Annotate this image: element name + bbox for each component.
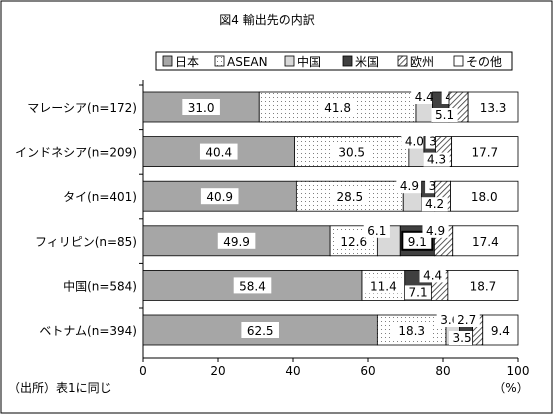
legend: 日本 ASEAN 中国 米国 欧州 その他 xyxy=(155,51,513,71)
x-tick-label: 60 xyxy=(360,364,375,378)
data-label: 18.0 xyxy=(471,190,498,204)
data-label: 31.0 xyxy=(188,101,215,115)
data-label: 18.7 xyxy=(470,279,497,293)
category-label: ベトナム(n=394) xyxy=(39,324,137,338)
data-label: 4.4 xyxy=(423,268,442,282)
data-label: 62.5 xyxy=(247,324,274,338)
legend-swatch-china xyxy=(284,55,295,67)
legend-swatch-japan xyxy=(162,55,173,67)
data-label-bg xyxy=(363,223,390,238)
legend-label: ASEAN xyxy=(227,55,268,69)
data-label-bg xyxy=(233,277,272,294)
legend-label: その他 xyxy=(466,55,502,69)
data-label-bg xyxy=(422,223,449,238)
data-label: 58.4 xyxy=(239,279,266,293)
category-label: 中国(n=584) xyxy=(63,278,137,293)
data-label-bg xyxy=(200,188,239,205)
legend-box xyxy=(155,51,513,71)
data-label: 40.4 xyxy=(205,146,232,160)
data-label-bg xyxy=(331,188,369,205)
data-label: 11.4 xyxy=(370,279,397,293)
category-label: マレーシア(n=172) xyxy=(27,101,137,115)
legend-label: 日本 xyxy=(175,55,199,69)
legend-swatch-europe xyxy=(397,55,408,67)
data-label-bg xyxy=(448,331,476,345)
data-label: 18.3 xyxy=(398,324,425,338)
data-label-bg xyxy=(396,179,423,194)
chart-title: 図4 輸出先の内訳 xyxy=(219,12,314,27)
data-label-bg xyxy=(392,322,431,338)
data-label-bg xyxy=(199,143,238,160)
x-tick-label: 0 xyxy=(139,364,147,378)
data-label: 9.1 xyxy=(408,235,427,249)
data-label: 4.2 xyxy=(425,197,444,211)
data-label: 4.9 xyxy=(400,179,419,193)
data-label-bg xyxy=(423,152,450,167)
x-tick-label: 100 xyxy=(507,364,530,378)
data-label: 6.1 xyxy=(367,224,386,238)
data-label: 9.4 xyxy=(491,324,510,338)
data-label-bg xyxy=(453,313,480,327)
data-label-bg xyxy=(431,108,458,122)
data-label: 12.6 xyxy=(340,235,367,249)
data-label: 17.7 xyxy=(471,146,498,160)
legend-swatch-asean xyxy=(214,55,225,67)
data-label-bg xyxy=(182,99,220,115)
category-label: インドネシア(n=209) xyxy=(15,146,137,160)
legend-swatch-other xyxy=(453,55,464,67)
bar-segment-other xyxy=(451,136,519,168)
data-label: 13.3 xyxy=(480,101,507,115)
data-label: 4.4 xyxy=(415,90,434,104)
data-label-bg xyxy=(419,268,446,283)
data-label-bg xyxy=(241,322,279,338)
data-label-bg xyxy=(332,143,371,160)
category-label: フィリピン(n=85) xyxy=(35,235,137,249)
x-tick-label: 40 xyxy=(285,364,300,378)
category-label: タイ(n=401) xyxy=(63,190,137,204)
data-label-bg xyxy=(217,232,256,249)
bar-segment-other xyxy=(452,225,519,257)
x-tick-label: 80 xyxy=(435,364,450,378)
data-label: 30.5 xyxy=(338,146,365,160)
legend-label: 欧州 xyxy=(410,55,434,69)
data-label: 4.0 xyxy=(405,135,424,149)
data-label-bg xyxy=(318,99,357,115)
x-unit-label: （%） xyxy=(493,381,528,395)
data-label: 17.4 xyxy=(472,235,499,249)
data-label-bg xyxy=(421,197,448,212)
data-label-bg xyxy=(334,232,373,249)
source-note: （出所）表1に同じ xyxy=(8,381,112,395)
data-label: 2.7 xyxy=(457,313,476,327)
legend-label: 中国 xyxy=(297,54,321,69)
data-label-bg xyxy=(401,134,428,149)
data-label: 3.5 xyxy=(453,331,472,345)
data-label: 4.9 xyxy=(426,224,445,238)
x-tick-label: 20 xyxy=(210,364,225,378)
bar-segment-other xyxy=(482,314,519,346)
data-label: 5.1 xyxy=(435,108,454,122)
data-label: 28.5 xyxy=(336,190,363,204)
data-label-bg xyxy=(364,277,403,294)
bar-segment-other xyxy=(447,269,519,301)
data-label: 4.3 xyxy=(427,153,446,167)
legend-swatch-usa xyxy=(342,55,353,67)
data-label: 49.9 xyxy=(223,235,250,249)
data-label-bg xyxy=(411,90,438,104)
bar-segment-other xyxy=(467,91,519,123)
plot-area: 020406080100マレーシア(n=172)31.041.84.44.45.… xyxy=(15,80,529,378)
data-label: 7.1 xyxy=(409,285,428,299)
legend-label: 米国 xyxy=(355,55,379,69)
data-label: 41.8 xyxy=(324,101,351,115)
bar-segment-other xyxy=(450,180,519,212)
data-label: 40.9 xyxy=(206,190,233,204)
data-label-bg xyxy=(404,285,432,300)
